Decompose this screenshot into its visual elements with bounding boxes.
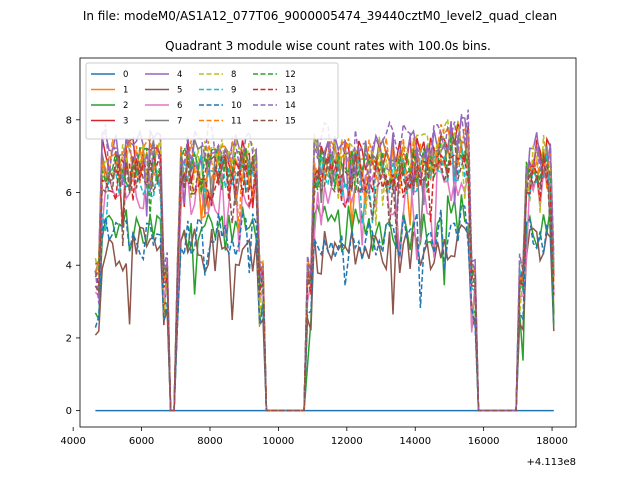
legend-label-10: 10 (231, 101, 242, 111)
x-tick-label: 12000 (331, 436, 363, 447)
y-axis: 0 2 4 6 8 (66, 115, 80, 417)
legend-label-4: 4 (177, 70, 182, 80)
x-axis: 4000 6000 8000 10000 12000 14000 16000 18000 (60, 427, 568, 447)
legend-label-15: 15 (285, 117, 296, 127)
x-tick-label: 4000 (60, 436, 85, 447)
legend-label-6: 6 (177, 101, 182, 111)
legend-label-3: 3 (123, 117, 128, 127)
series-line-10 (94, 203, 555, 412)
x-tick-label: 8000 (197, 436, 222, 447)
legend-label-7: 7 (177, 117, 182, 127)
x-tick-label: 14000 (399, 436, 431, 447)
y-tick-label: 0 (66, 406, 72, 417)
legend-label-13: 13 (285, 86, 296, 96)
chart-title: Quadrant 3 module wise count rates with … (165, 39, 491, 53)
x-tick-label: 18000 (536, 436, 568, 447)
legend-label-1: 1 (123, 86, 128, 96)
legend-label-5: 5 (177, 86, 182, 96)
legend-label-9: 9 (231, 86, 236, 96)
y-tick-label: 6 (66, 188, 72, 199)
x-offset-label: +4.113e8 (526, 457, 576, 468)
x-tick-label: 6000 (129, 436, 154, 447)
y-tick-label: 8 (66, 115, 72, 126)
legend-label-2: 2 (123, 101, 128, 111)
series-lines (94, 109, 555, 412)
chart-suptitle: In file: modeM0/AS1A12_077T06_9000005474… (83, 9, 557, 23)
legend-label-8: 8 (231, 70, 236, 80)
plot-frame (79, 57, 577, 428)
legend-label-11: 11 (231, 117, 242, 127)
legend-label-14: 14 (285, 101, 296, 111)
legend-label-0: 0 (123, 70, 128, 80)
y-tick-label: 4 (66, 261, 72, 272)
y-tick-label: 2 (66, 333, 72, 344)
legend-label-12: 12 (285, 70, 296, 80)
series-line-15 (94, 138, 555, 412)
x-tick-label: 10000 (262, 436, 294, 447)
x-tick-label: 16000 (468, 436, 500, 447)
